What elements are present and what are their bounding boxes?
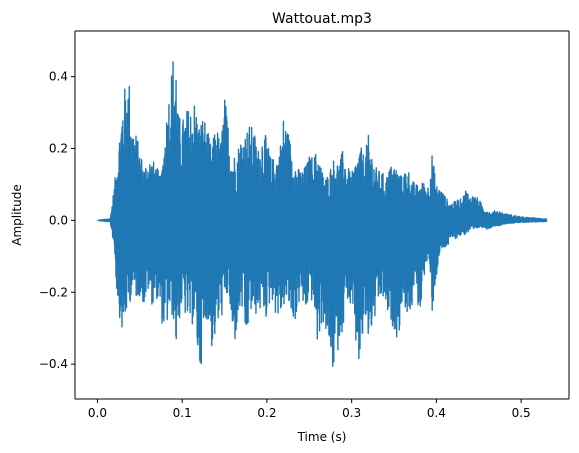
x-axis-ticks: 0.0 0.1 0.2 0.3 0.4 0.5 [88,399,531,420]
waveform-series [96,61,548,367]
waveform-line [96,61,548,367]
y-tick-label: 0.2 [49,142,68,156]
y-tick-label: −0.4 [39,357,68,371]
y-tick-label: 0.0 [49,213,68,227]
x-tick-label: 0.2 [257,406,276,420]
x-tick-label: 0.4 [427,406,446,420]
x-tick-label: 0.0 [88,406,107,420]
x-tick-label: 0.5 [512,406,531,420]
x-tick-label: 0.3 [342,406,361,420]
x-axis-label: Time (s) [297,430,347,444]
y-tick-label: 0.4 [49,70,68,84]
x-tick-label: 0.1 [173,406,192,420]
chart-title: Wattouat.mp3 [272,11,372,27]
y-axis-label: Amplitude [10,184,24,246]
plot-area [75,31,569,399]
axes-frame [74,30,570,400]
y-tick-label: −0.2 [39,285,68,299]
y-axis-ticks: −0.4 −0.2 0.0 0.2 0.4 [39,70,75,371]
